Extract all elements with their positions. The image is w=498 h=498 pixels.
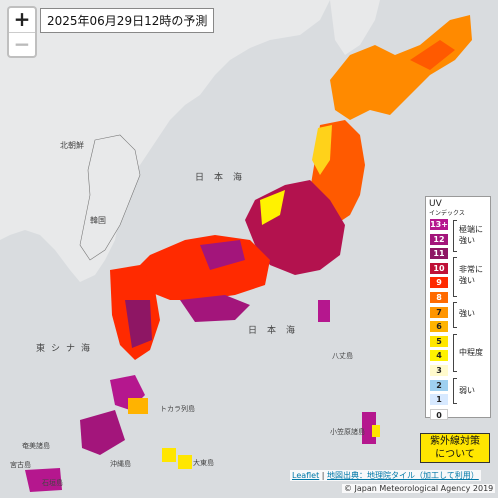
label-east-china-sea: 東シナ海 <box>36 344 97 354</box>
legend-level-9: 9 <box>430 277 448 289</box>
legend-cat-extreme: 極端に強い <box>459 225 483 245</box>
legend-level-0: 0 <box>430 408 448 420</box>
sakhalin <box>330 0 380 55</box>
forecast-title: 2025年06月29日12時の予測 <box>40 8 215 33</box>
shikoku <box>180 295 250 322</box>
label-tokara: トカラ列島 <box>160 405 195 413</box>
label-pacific: 日本海 <box>248 326 306 336</box>
uv-legend: UV インデックス 13+ 12 11 10 9 8 7 6 5 4 3 2 1 0 極端に強い 非常に強… <box>425 196 491 420</box>
label-korea: 韓国 <box>90 216 106 225</box>
leaflet-link[interactable]: Leaflet <box>292 471 320 480</box>
uv-measures-button[interactable]: 紫外線対策 について <box>420 433 490 463</box>
label-miyako: 宮古島 <box>10 461 31 469</box>
legend-level-8: 8 <box>430 292 448 303</box>
legend-level-6: 6 <box>430 321 448 333</box>
legend-header: UV <box>429 199 442 209</box>
asia-landmass <box>0 0 330 282</box>
label-hachijo: 八丈島 <box>332 352 353 360</box>
label-okinawa: 沖縄島 <box>110 460 131 468</box>
sakishima-islands <box>25 468 62 492</box>
legend-level-4: 4 <box>430 350 448 362</box>
label-amami: 奄美諸島 <box>22 442 50 450</box>
label-north-korea: 北朝鮮 <box>60 141 84 150</box>
label-ishigaki: 石垣島 <box>42 479 63 487</box>
uv-measures-line1: 紫外線対策 <box>430 436 480 447</box>
copyright: © Japan Meteorological Agency 2019 <box>342 484 496 493</box>
okinawa-islands <box>80 410 125 455</box>
zoom-out-button[interactable]: − <box>13 32 31 56</box>
daito-islands <box>162 448 176 462</box>
legend-level-13plus: 13+ <box>430 219 448 230</box>
legend-subheader: インデックス <box>429 210 465 217</box>
legend-cat-moderate: 中程度 <box>459 348 483 357</box>
legend-level-3: 3 <box>430 365 448 376</box>
zoom-control: + − <box>7 6 37 58</box>
label-ogasawara: 小笠原諸島 <box>330 428 365 436</box>
gsi-tiles-link[interactable]: 地図出典：地理院タイル（加工して利用） <box>327 471 479 480</box>
legend-level-5: 5 <box>430 335 448 347</box>
legend-cat-very-high: 非常に強い <box>459 265 483 285</box>
label-daito: 大東島 <box>193 459 214 467</box>
legend-level-11: 11 <box>430 248 448 260</box>
legend-cat-low: 弱い <box>459 386 475 395</box>
zoom-in-button[interactable]: + <box>9 8 35 33</box>
label-sea-of-japan: 日本海 <box>195 173 253 183</box>
hokkaido <box>330 15 472 120</box>
legend-level-12: 12 <box>430 233 448 245</box>
legend-level-2: 2 <box>430 379 448 391</box>
legend-level-10: 10 <box>430 262 448 274</box>
korea-peninsula <box>79 134 141 261</box>
izu-islands <box>318 300 330 322</box>
legend-cat-high: 強い <box>459 309 475 318</box>
legend-level-7: 7 <box>430 306 448 318</box>
legend-level-1: 1 <box>430 394 448 406</box>
uv-measures-line2: について <box>435 449 475 460</box>
attribution: Leaflet | 地図出典：地理院タイル（加工して利用） <box>290 470 481 481</box>
